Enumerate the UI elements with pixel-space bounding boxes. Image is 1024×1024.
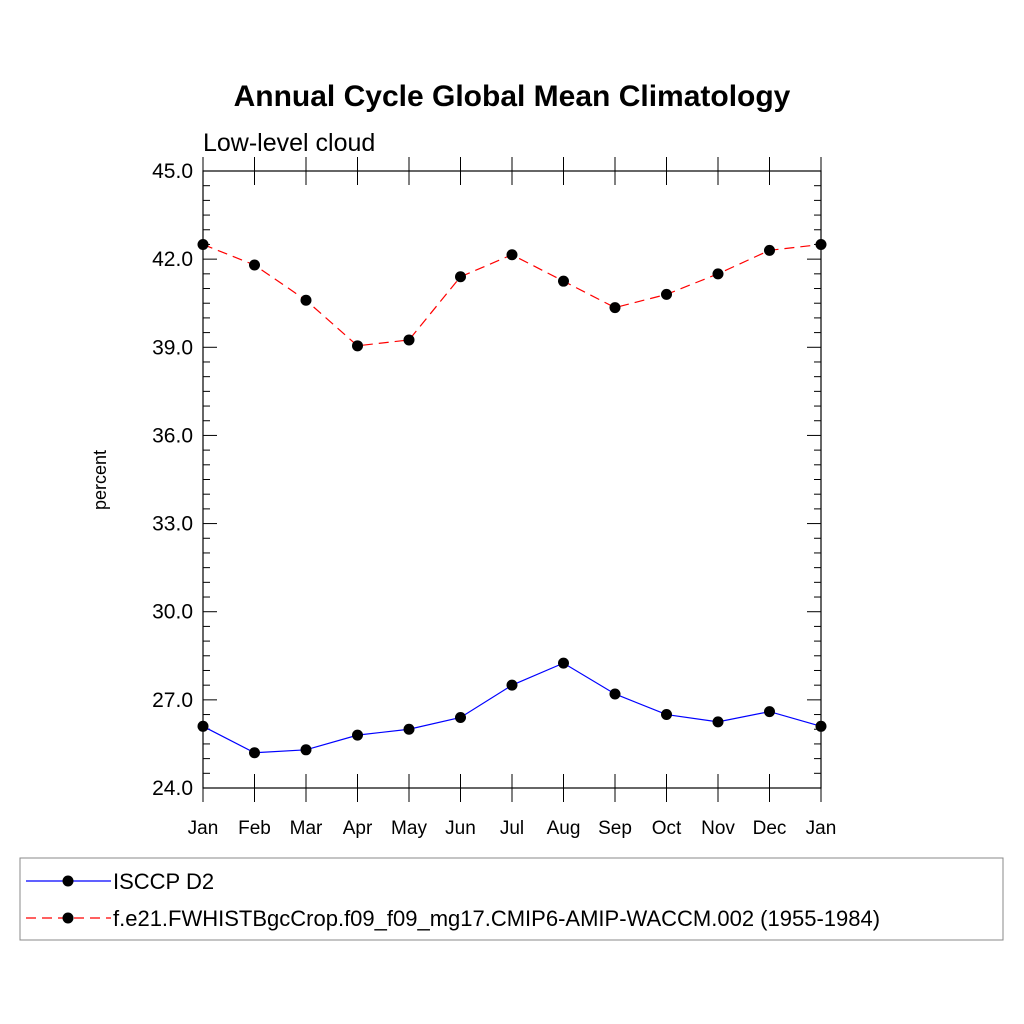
series-1 [197,657,827,759]
y-tick-label: 24.0 [152,777,193,800]
data-point [300,744,312,756]
legend-marker [62,875,74,887]
data-point [764,244,775,256]
series-layer [197,238,827,759]
data-point [609,302,621,314]
x-tick-label: Apr [343,818,373,839]
x-tick-label: Jan [806,818,837,839]
data-point [352,340,363,352]
x-tick-label: Oct [652,818,682,839]
legend: ISCCP D2 f.e21.FWHISTBgcCrop.f09_f09_mg17… [19,857,1004,941]
data-point [403,723,415,735]
chart-title: Annual Cycle Global Mean Climatology [234,80,791,113]
data-point [197,238,209,250]
data-point [455,271,466,283]
axes: 24.0 27.0 30.0 33.0 36.0 39.0 42.0 45.0 Jan Feb Ma… [152,157,836,839]
x-tick-label: Dec [753,818,787,839]
series-2 [197,238,827,352]
y-tick-label: 27.0 [152,689,193,712]
data-point [712,716,724,728]
legend-entry: f.e21.FWHISTBgcCrop.f09_f09_mg17.CMIP6-A… [113,906,880,931]
data-point [249,259,260,271]
x-tick-label: Jan [188,818,219,839]
data-point [197,720,209,732]
x-tick-label: Aug [547,818,581,839]
legend-entry: ISCCP D2 [113,869,214,894]
y-tick-label: 30.0 [152,601,193,624]
chart-subtitle: Low-level cloud [203,129,375,157]
data-point [558,275,569,287]
y-axis-label: percent [90,450,110,510]
data-point [815,238,827,250]
legend-box [19,857,1004,941]
plot-frame [202,170,822,789]
data-point [712,268,724,280]
data-point [300,294,312,306]
y-tick-label: 45.0 [152,160,193,183]
data-point [764,706,775,718]
data-point [661,288,672,300]
data-point [506,249,518,261]
data-point [609,688,621,700]
y-tick-label: 33.0 [152,513,193,536]
data-point [558,657,569,669]
series-line [202,662,822,754]
x-tick-label: May [391,818,427,839]
x-tick-label: Jun [445,818,476,839]
x-tick-label: Sep [598,818,632,839]
y-tick-label: 42.0 [152,248,193,271]
data-point [661,709,672,721]
x-tick-label: Jul [500,818,524,839]
data-point [455,711,466,723]
x-tick-label: Nov [701,818,735,839]
data-point [506,679,518,691]
y-tick-label: 36.0 [152,424,193,447]
data-point [352,729,363,741]
data-point [249,747,260,759]
y-tick-label: 39.0 [152,336,193,359]
data-point [815,720,827,732]
legend-marker [62,912,74,924]
data-point [403,334,415,346]
x-tick-label: Feb [238,818,271,839]
x-tick-label: Mar [290,818,323,839]
